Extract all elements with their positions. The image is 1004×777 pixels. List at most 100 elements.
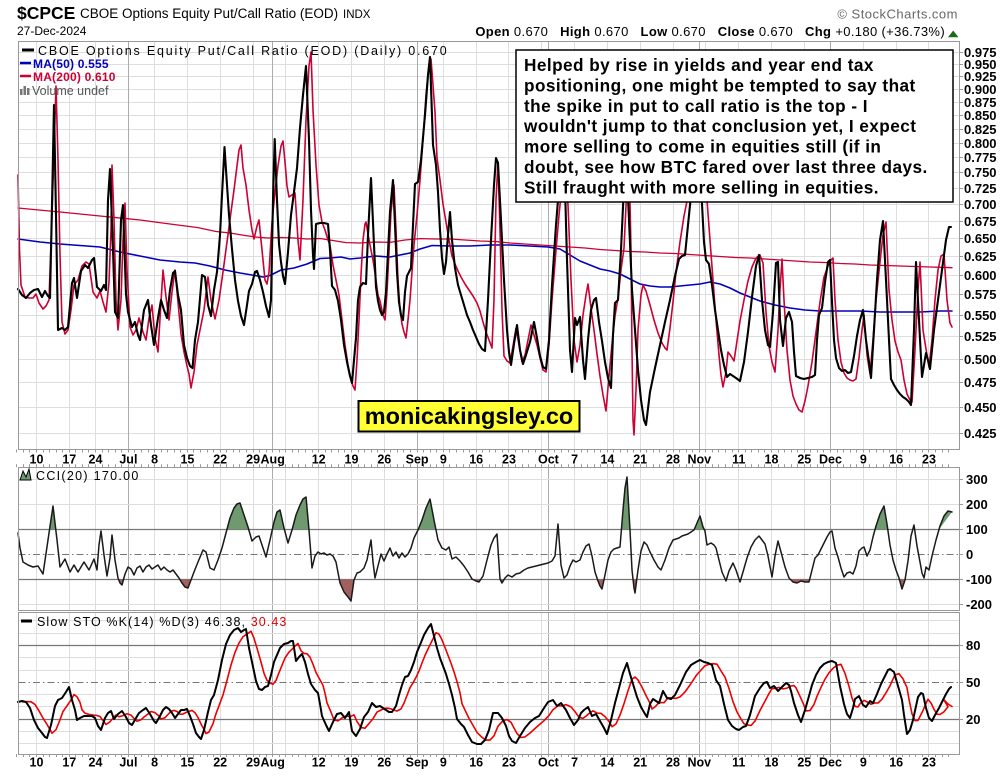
svg-text:wouldn't jump to that conclusi: wouldn't jump to that conclusion yet, I …: [523, 116, 916, 136]
svg-text:Nov: Nov: [687, 756, 711, 770]
svg-text:12: 12: [312, 756, 326, 770]
svg-text:50: 50: [966, 675, 980, 690]
svg-text:CBOE Options Equity Put/Call R: CBOE Options Equity Put/Call Ratio (EOD)…: [38, 44, 449, 58]
svg-text:0.925: 0.925: [964, 69, 997, 84]
svg-text:Jul: Jul: [119, 453, 137, 467]
svg-text:16: 16: [469, 756, 483, 770]
svg-text:Volume undef: Volume undef: [32, 84, 109, 98]
svg-text:10: 10: [30, 453, 44, 467]
svg-text:0.975: 0.975: [964, 45, 997, 60]
svg-text:26: 26: [377, 756, 391, 770]
svg-text:28: 28: [666, 453, 680, 467]
svg-text:0.575: 0.575: [964, 287, 997, 302]
svg-text:0.950: 0.950: [964, 57, 997, 72]
svg-text:Aug: Aug: [261, 756, 285, 770]
svg-text:Slow STO %K(14) %D(3) 46.38, 3: Slow STO %K(14) %D(3) 46.38, 30.43: [37, 615, 287, 629]
svg-text:200: 200: [966, 497, 988, 512]
svg-text:0: 0: [966, 547, 973, 562]
svg-text:17: 17: [62, 453, 76, 467]
svg-text:Dec: Dec: [819, 453, 842, 467]
svg-text:12: 12: [312, 453, 326, 467]
svg-text:CBOE Options Equity Put/Call R: CBOE Options Equity Put/Call Ratio (EOD): [80, 6, 338, 21]
svg-text:MA(50) 0.555: MA(50) 0.555: [33, 57, 109, 71]
svg-text:7: 7: [571, 756, 578, 770]
svg-text:25: 25: [797, 453, 811, 467]
svg-text:20: 20: [966, 712, 980, 727]
svg-text:doubt, see how BTC fared over: doubt, see how BTC fared over last three…: [524, 157, 928, 177]
svg-text:15: 15: [180, 453, 194, 467]
svg-text:80: 80: [966, 638, 980, 653]
svg-text:Helped by rise in yields and y: Helped by rise in yields and year end ta…: [524, 55, 874, 75]
svg-text:Oct: Oct: [538, 756, 560, 770]
svg-text:0.900: 0.900: [964, 82, 997, 97]
svg-text:18: 18: [765, 453, 779, 467]
svg-text:19: 19: [345, 453, 359, 467]
svg-text:Aug: Aug: [261, 453, 285, 467]
svg-text:Open 0.670 High 0.670 Low: Open 0.670 High 0.670 Low 0.670 Close 0.…: [475, 24, 945, 39]
svg-text:23: 23: [502, 756, 516, 770]
svg-text:0.850: 0.850: [964, 108, 997, 123]
svg-text:0.725: 0.725: [964, 181, 997, 196]
svg-text:300: 300: [966, 472, 988, 487]
svg-text:29: 29: [246, 756, 260, 770]
svg-text:11: 11: [732, 756, 745, 770]
svg-text:0.775: 0.775: [964, 150, 997, 165]
svg-text:17: 17: [62, 756, 76, 770]
svg-text:23: 23: [922, 453, 936, 467]
svg-text:9: 9: [860, 756, 867, 770]
svg-text:19: 19: [345, 756, 359, 770]
svg-text:18: 18: [765, 756, 779, 770]
svg-text:16: 16: [889, 453, 903, 467]
svg-text:9: 9: [860, 453, 867, 467]
svg-text:0.825: 0.825: [964, 122, 997, 137]
svg-text:7: 7: [571, 453, 578, 467]
svg-text:21: 21: [633, 756, 647, 770]
svg-text:25: 25: [797, 756, 811, 770]
svg-text:29: 29: [246, 453, 260, 467]
svg-text:0.600: 0.600: [964, 268, 997, 283]
svg-text:23: 23: [922, 756, 936, 770]
svg-text:© StockCharts.com: © StockCharts.com: [837, 7, 958, 22]
svg-text:24: 24: [89, 756, 103, 770]
svg-text:26: 26: [377, 453, 391, 467]
svg-text:0.450: 0.450: [964, 400, 997, 415]
svg-text:0.425: 0.425: [964, 426, 997, 441]
svg-text:Still fraught with more sellin: Still fraught with more selling in equit…: [524, 177, 879, 197]
svg-text:22: 22: [213, 756, 227, 770]
svg-text:28: 28: [666, 756, 680, 770]
svg-text:100: 100: [966, 522, 988, 537]
svg-text:24: 24: [89, 453, 103, 467]
svg-text:-200: -200: [966, 597, 992, 612]
svg-text:0.675: 0.675: [964, 214, 997, 229]
svg-text:Sep: Sep: [406, 756, 429, 770]
svg-text:23: 23: [502, 453, 516, 467]
svg-text:27-Dec-2024: 27-Dec-2024: [17, 24, 87, 38]
svg-text:more selling to come in equiti: more selling to come in equities still (…: [524, 137, 881, 157]
svg-text:9: 9: [440, 756, 447, 770]
svg-text:0.800: 0.800: [964, 136, 997, 151]
svg-text:0.625: 0.625: [964, 249, 997, 264]
svg-text:15: 15: [180, 756, 194, 770]
svg-text:9: 9: [440, 453, 447, 467]
svg-text:0.875: 0.875: [964, 95, 997, 110]
svg-text:10: 10: [30, 756, 44, 770]
svg-text:MA(200) 0.610: MA(200) 0.610: [33, 70, 116, 84]
svg-text:Sep: Sep: [406, 453, 429, 467]
svg-text:positioning, one might be temp: positioning, one might be tempted to say…: [524, 75, 916, 95]
svg-text:8: 8: [151, 453, 158, 467]
svg-text:0.700: 0.700: [964, 197, 997, 212]
svg-text:0.550: 0.550: [964, 308, 997, 323]
svg-text:0.475: 0.475: [964, 375, 997, 390]
svg-text:16: 16: [889, 756, 903, 770]
svg-text:INDX: INDX: [343, 9, 371, 21]
svg-text:16: 16: [469, 453, 483, 467]
svg-text:$CPCE: $CPCE: [17, 3, 75, 23]
svg-text:-100: -100: [966, 572, 992, 587]
svg-text:Nov: Nov: [687, 453, 711, 467]
svg-text:monicakingsley.co: monicakingsley.co: [365, 403, 574, 429]
svg-text:Dec: Dec: [819, 756, 842, 770]
svg-text:14: 14: [600, 756, 614, 770]
svg-text:CCI(20) 170.00: CCI(20) 170.00: [36, 469, 140, 483]
svg-text:8: 8: [151, 756, 158, 770]
svg-text:21: 21: [633, 453, 647, 467]
